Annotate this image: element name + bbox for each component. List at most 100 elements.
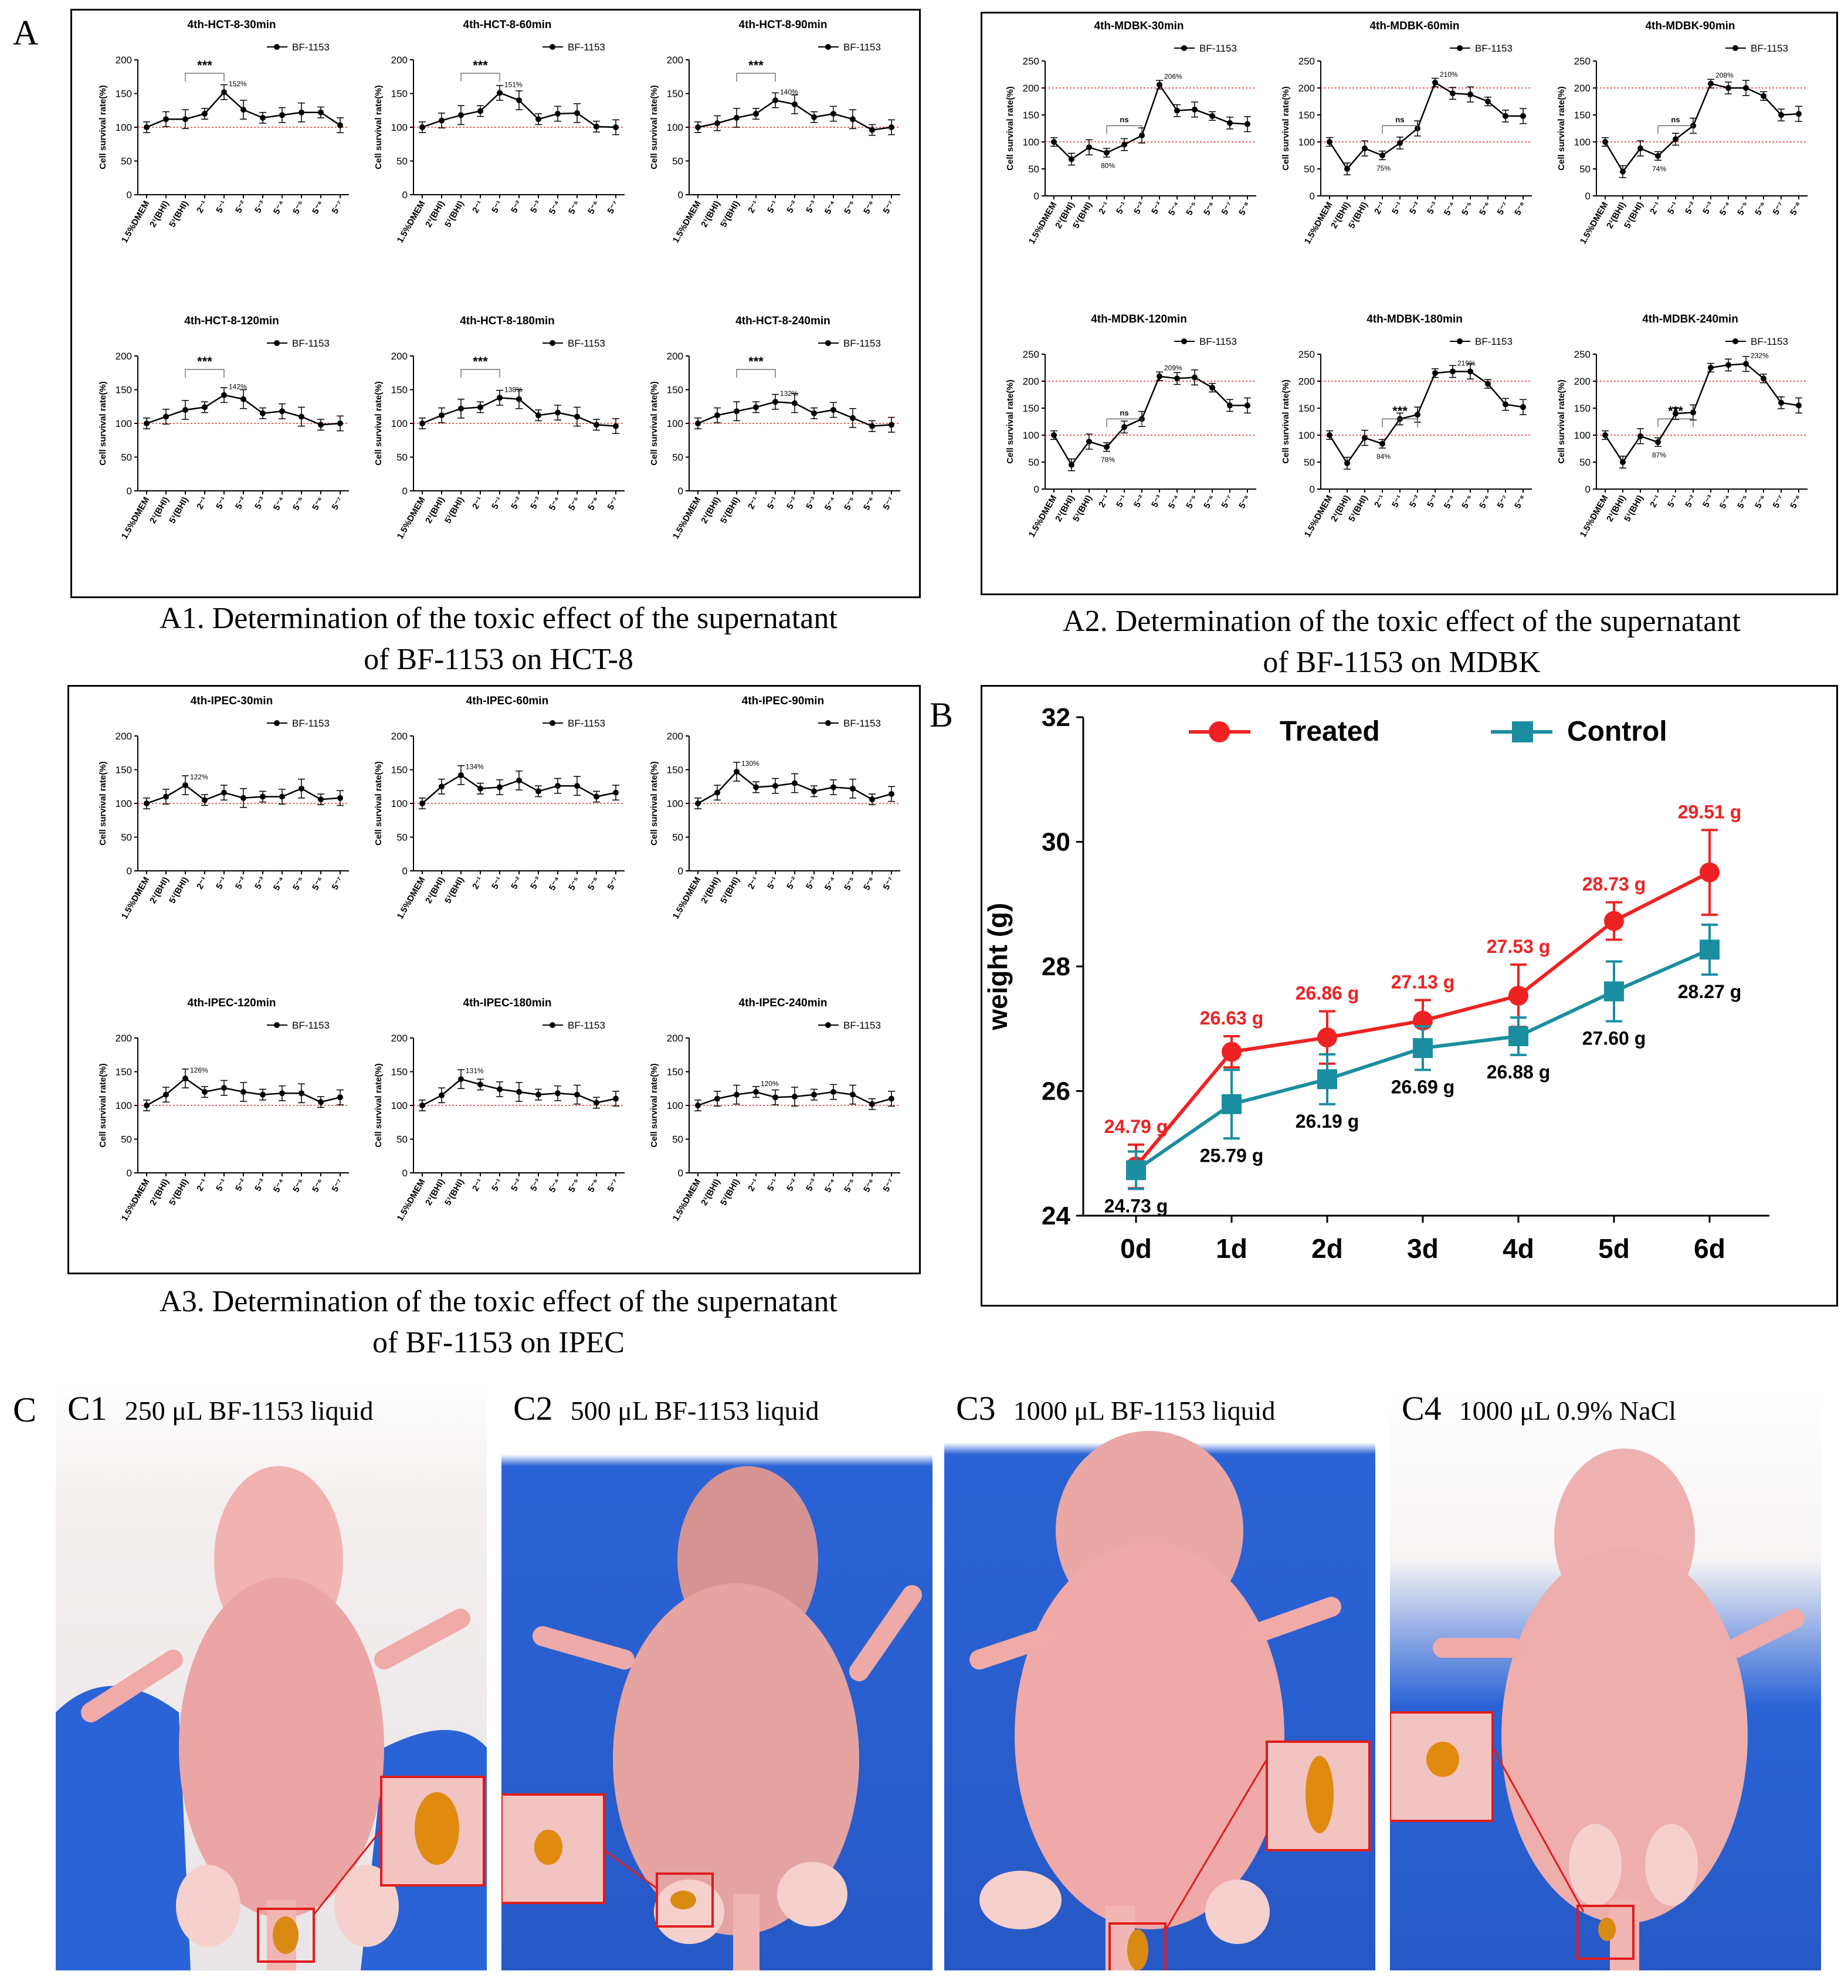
data-point <box>1051 432 1057 438</box>
data-point <box>594 422 599 428</box>
x-tick-label: 5⁻⁷ <box>1496 494 1511 510</box>
significance-label: *** <box>1392 403 1408 418</box>
x-tick-label: 5¹(BHI) <box>718 876 741 905</box>
x-tick-label: 5⁻⁵ <box>567 1178 582 1195</box>
chart-hct-120: 4th-HCT-8-120min BF-1153 Cell survival rat… <box>98 315 349 541</box>
x-tick-label: 5⁻⁶ <box>862 496 877 513</box>
x-tick-label: 5⁻² <box>1132 201 1147 216</box>
data-point <box>240 107 246 113</box>
y-tick-label: 100 <box>116 1100 132 1111</box>
data-point <box>337 122 343 128</box>
data-point <box>182 407 188 413</box>
data-point <box>792 400 798 406</box>
peak-label: 210% <box>1440 70 1458 79</box>
data-point <box>1327 139 1332 145</box>
series-line <box>1604 83 1799 173</box>
y-tick-label: 150 <box>667 89 683 100</box>
x-tick-label: 5⁻⁴ <box>272 496 287 513</box>
data-point <box>594 123 599 130</box>
x-tick-label: 2⁻¹ <box>746 876 761 891</box>
legend-marker <box>825 1022 831 1028</box>
x-tick-label: 5⁻⁶ <box>310 876 325 893</box>
peak-label: 142% <box>229 383 247 391</box>
x-tick-label: 5⁻¹ <box>490 199 504 215</box>
x-tick-label: 5⁻⁶ <box>1753 494 1768 511</box>
photo-c2: C2 500 μL BF-1153 liquid <box>501 1384 933 1970</box>
significance-label: *** <box>197 354 212 369</box>
legend-label: BF-1153 <box>292 42 330 53</box>
y-tick-label: 100 <box>116 418 132 429</box>
y-tick-label: 100 <box>1574 137 1591 148</box>
x-tick-label: 5d <box>1598 1233 1630 1264</box>
data-point <box>419 1102 425 1108</box>
data-point <box>1379 152 1385 158</box>
legend-label: BF-1153 <box>568 338 605 349</box>
data-point <box>889 791 894 797</box>
x-tick-label: 5⁻⁵ <box>1460 494 1475 511</box>
peak-label: 232% <box>1751 352 1769 360</box>
y-tick-label: 100 <box>1023 137 1039 148</box>
chart-title: 4th-IPEC-240min <box>739 997 828 1009</box>
chart-title: 4th-IPEC-120min <box>188 997 276 1009</box>
legend-marker <box>1732 338 1738 344</box>
y-tick-label: 0 <box>678 1168 683 1179</box>
data-point <box>299 109 304 116</box>
x-tick-label: 2⁻¹ <box>1097 494 1111 510</box>
chart-ipec-120: 4th-IPEC-120min BF-1153 Cell survival rate… <box>98 997 349 1223</box>
x-tick-label: 5⁻⁷ <box>330 199 345 216</box>
y-tick-label: 50 <box>672 156 683 167</box>
y-tick-label: 100 <box>391 122 408 133</box>
legend-marker <box>550 340 555 346</box>
y-tick-label: 200 <box>1574 83 1591 94</box>
data-label: 26.19 g <box>1296 1111 1359 1132</box>
x-tick-label: 5⁻⁶ <box>1477 494 1493 511</box>
a2-box <box>981 12 1838 595</box>
data-point <box>516 396 522 402</box>
x-tick-label: 5⁻² <box>785 496 799 511</box>
data-point <box>497 1086 503 1093</box>
chart-title: 4th-HCT-8-30min <box>188 19 276 31</box>
x-tick-label: 5⁻¹ <box>1390 494 1405 510</box>
legend-label: BF-1153 <box>292 338 330 349</box>
x-tick-label: 5¹(BHI) <box>167 199 190 229</box>
x-tick-label: 5⁻⁵ <box>291 876 306 893</box>
data-point <box>869 796 875 803</box>
y-tick-label: 24 <box>1042 1202 1070 1230</box>
legend-label: BF-1153 <box>568 718 605 729</box>
x-tick-label: 5⁻⁵ <box>842 496 857 513</box>
data-point <box>1508 985 1528 1006</box>
legend-label: BF-1153 <box>1751 43 1788 54</box>
y-tick-label: 50 <box>672 832 683 843</box>
data-label: 28.27 g <box>1678 981 1742 1002</box>
data-point <box>1743 85 1749 91</box>
data-point <box>144 420 150 426</box>
x-tick-label: 5⁻⁴ <box>1718 494 1734 511</box>
chart-mdbk-120: 4th-MDBK-120min BF-1153 Cell survival rate… <box>1005 313 1256 539</box>
data-point <box>792 780 798 786</box>
data-point <box>535 412 541 419</box>
chart-title: 4th-MDBK-180min <box>1366 313 1463 325</box>
y-tick-label: 0 <box>1585 191 1591 202</box>
x-tick-label: 5⁻⁸ <box>1513 201 1528 218</box>
data-point <box>850 1091 856 1098</box>
data-point <box>1725 362 1731 368</box>
x-tick-label: 5⁻² <box>233 1178 248 1193</box>
y-tick-label: 28 <box>1042 952 1070 981</box>
data-point <box>1604 981 1624 1002</box>
x-tick-label: 5⁻⁶ <box>310 1178 325 1195</box>
data-point <box>1086 144 1092 151</box>
chart-title: 4th-HCT-8-90min <box>739 19 828 31</box>
y-axis-label: Cell survival rate(%) <box>649 761 659 845</box>
a3-caption: A3. Determination of the toxic effect of… <box>59 1281 938 1363</box>
chart-title: 4th-IPEC-180min <box>463 997 552 1009</box>
significance-bracket <box>1657 418 1694 428</box>
data-point <box>163 413 169 420</box>
data-point <box>574 110 580 116</box>
y-tick-label: 0 <box>127 1168 132 1179</box>
y-axis-label: Cell survival rate(%) <box>649 381 659 465</box>
data-point <box>869 423 875 429</box>
data-point <box>1397 140 1403 146</box>
x-tick-label: 5⁻⁶ <box>1202 201 1217 218</box>
x-tick-label: 5⁻¹ <box>214 876 229 891</box>
chart-title: 4th-IPEC-30min <box>191 695 273 707</box>
